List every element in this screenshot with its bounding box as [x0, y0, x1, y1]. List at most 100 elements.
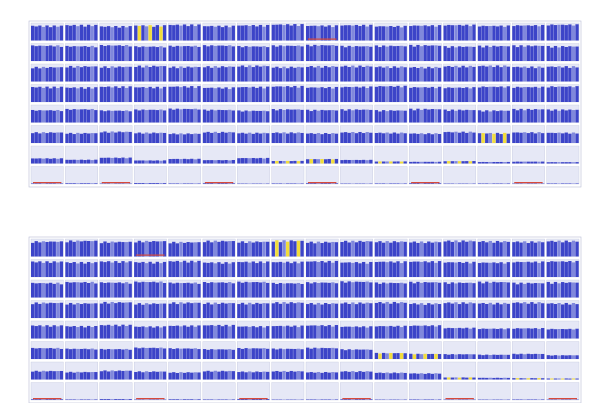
data-bar: [347, 303, 351, 318]
data-bar: [34, 283, 38, 298]
data-bar: [320, 45, 324, 61]
data-bar: [457, 354, 462, 359]
data-bar: [175, 348, 180, 359]
data-bar: [419, 282, 424, 298]
data-bar: [571, 66, 576, 82]
data-bar: [320, 304, 324, 318]
data-bar: [213, 240, 217, 257]
data-bar: [114, 399, 118, 400]
data-bar: [416, 67, 420, 82]
data-bar: [437, 304, 442, 318]
data-bar: [409, 108, 413, 123]
data-bar: [358, 263, 362, 277]
data-bar: [137, 132, 142, 143]
data-bar: [472, 132, 476, 143]
data-bar: [369, 86, 373, 102]
data-bar: [103, 111, 107, 123]
data-bar: [331, 262, 335, 277]
data-bar: [237, 110, 241, 123]
data-bar: [461, 283, 465, 298]
data-bar: [381, 67, 386, 82]
data-bar: [79, 67, 84, 82]
data-bar: [168, 183, 172, 184]
data-bar: [168, 243, 172, 257]
data-bar: [437, 133, 442, 143]
data-bar: [168, 86, 172, 102]
data-bar: [137, 371, 142, 380]
grid-cell: [202, 382, 236, 401]
data-bar: [65, 262, 69, 277]
data-bar: [533, 399, 538, 400]
data-bar: [553, 355, 558, 359]
data-bar: [231, 324, 235, 339]
data-bar: [65, 25, 69, 41]
data-bar: [447, 111, 451, 123]
data-bar: [550, 303, 554, 318]
data-bar: [361, 371, 366, 380]
data-bar: [309, 46, 313, 61]
data-bar: [561, 183, 565, 184]
data-bar: [48, 399, 53, 400]
data-bar: [286, 325, 290, 339]
data-bar: [76, 159, 80, 164]
data-bar: [148, 282, 152, 298]
data-bar: [434, 262, 438, 277]
data-bar: [217, 87, 221, 102]
data-bar: [144, 347, 149, 359]
data-bar: [530, 378, 534, 380]
data-bar: [117, 326, 122, 339]
data-bar: [300, 325, 304, 339]
data-bar: [275, 283, 279, 298]
data-bar: [313, 44, 317, 61]
data-bar: [515, 399, 520, 400]
data-bar: [41, 348, 46, 359]
data-bar: [481, 328, 485, 339]
data-bar: [550, 261, 554, 277]
data-bar: [523, 161, 527, 164]
data-bar: [48, 347, 53, 359]
data-bar: [354, 304, 359, 318]
data-bar: [365, 88, 369, 102]
data-bar: [454, 262, 458, 277]
data-bar: [76, 65, 80, 82]
data-bar: [316, 371, 321, 380]
data-bar: [210, 132, 214, 143]
data-bar: [327, 45, 331, 61]
data-bar: [561, 24, 565, 41]
data-bar: [488, 328, 492, 339]
data-bar: [186, 262, 190, 277]
data-bar: [300, 283, 304, 298]
data-bar: [244, 133, 248, 143]
data-bar: [365, 399, 369, 400]
data-bar: [172, 302, 176, 318]
data-bar: [86, 46, 91, 61]
alert-mark: [239, 398, 268, 400]
data-bar: [300, 67, 304, 82]
data-bar: [41, 399, 46, 400]
data-bar: [340, 109, 344, 123]
data-bar: [144, 371, 149, 380]
data-bar: [519, 303, 523, 318]
data-bar: [220, 183, 225, 184]
data-bar: [343, 326, 348, 339]
data-bar: [110, 370, 114, 380]
data-bar: [106, 157, 111, 164]
data-bar: [48, 282, 53, 298]
data-bar: [385, 111, 389, 123]
data-bar: [374, 86, 379, 102]
data-bar: [443, 241, 447, 257]
data-bar: [210, 109, 214, 123]
data-bar: [419, 325, 424, 339]
data-bar: [224, 241, 228, 257]
data-bar: [106, 110, 111, 123]
data-bar: [159, 347, 163, 359]
data-bar: [419, 87, 424, 102]
data-bar: [59, 399, 64, 400]
data-bar: [148, 160, 152, 164]
data-bar: [472, 261, 476, 277]
data-bar: [327, 304, 331, 318]
data-bar: [124, 27, 129, 41]
data-bar: [266, 133, 270, 143]
data-bar: [52, 158, 56, 164]
data-bar: [193, 66, 197, 82]
